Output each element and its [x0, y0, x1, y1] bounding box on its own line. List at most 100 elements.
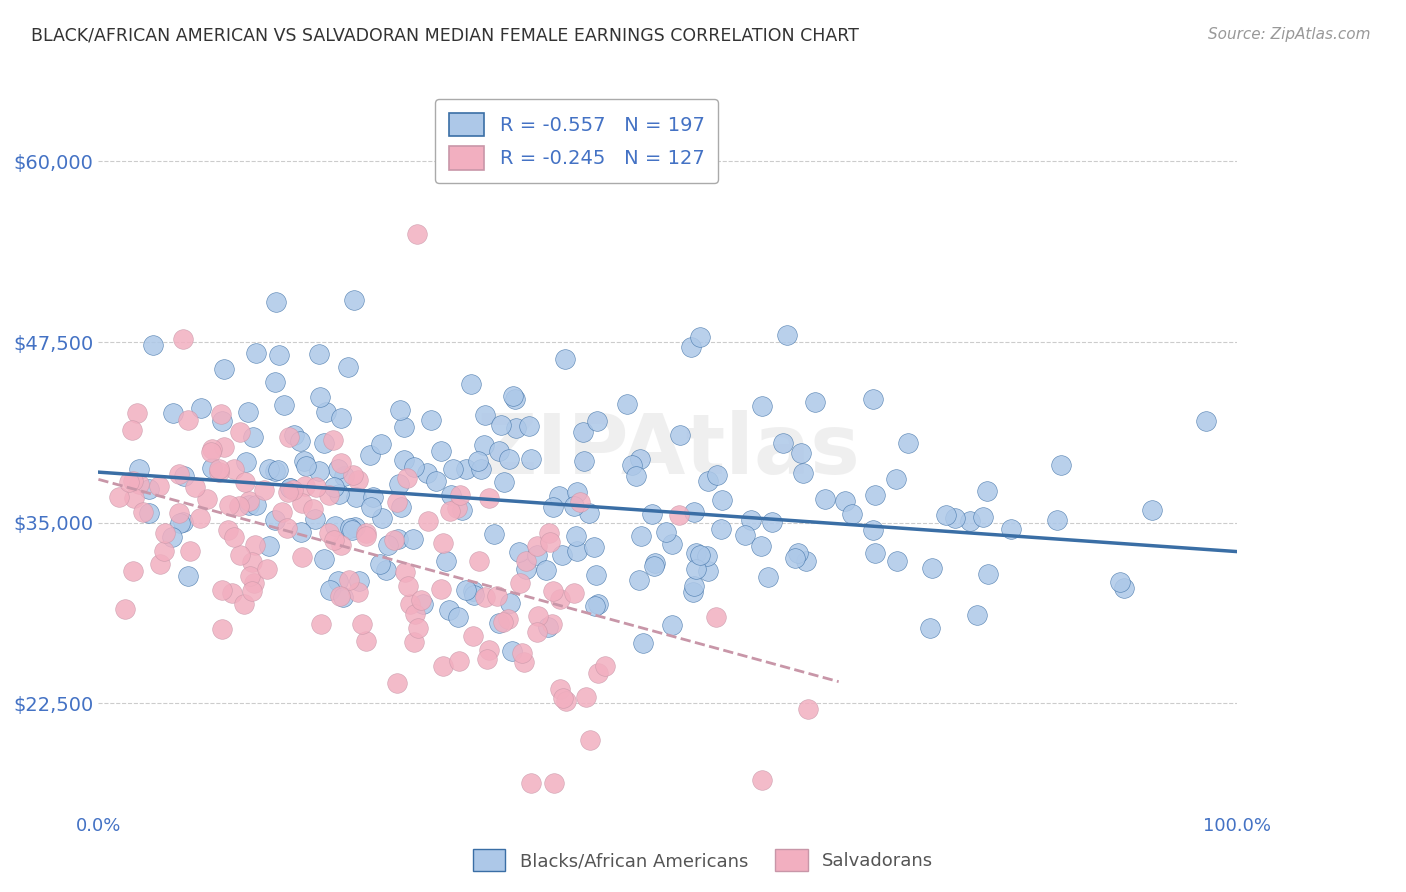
Point	[488, 616, 510, 631]
Point	[776, 328, 799, 343]
Point	[201, 442, 224, 456]
Point	[710, 522, 733, 536]
Point	[190, 511, 212, 525]
Point	[209, 407, 232, 421]
Point	[138, 482, 160, 496]
Point	[863, 545, 886, 559]
Point	[886, 471, 908, 485]
Point	[463, 588, 485, 602]
Point	[264, 513, 287, 527]
Point	[588, 597, 610, 611]
Point	[551, 549, 574, 563]
Point	[398, 598, 420, 612]
Point	[569, 495, 592, 509]
Point	[734, 528, 756, 542]
Point	[308, 347, 330, 361]
Point	[972, 510, 994, 524]
Point	[509, 576, 531, 591]
Point	[114, 601, 136, 615]
Point	[440, 488, 463, 502]
Point	[264, 295, 287, 310]
Point	[432, 659, 454, 673]
Point	[283, 427, 305, 442]
Point	[1050, 458, 1073, 472]
Point	[308, 465, 330, 479]
Point	[162, 406, 184, 420]
Point	[643, 558, 665, 573]
Point	[1046, 513, 1069, 527]
Point	[420, 412, 443, 426]
Point	[207, 462, 229, 476]
Point	[122, 564, 145, 578]
Point	[508, 545, 530, 559]
Point	[834, 493, 856, 508]
Point	[242, 583, 264, 598]
Point	[976, 567, 998, 582]
Point	[567, 485, 589, 500]
Point	[644, 557, 666, 571]
Point	[496, 612, 519, 626]
Point	[385, 495, 408, 509]
Point	[966, 607, 988, 622]
Point	[492, 615, 515, 629]
Point	[172, 515, 194, 529]
Point	[339, 521, 361, 535]
Point	[627, 574, 650, 588]
Point	[920, 621, 942, 635]
Point	[411, 597, 433, 611]
Point	[328, 462, 350, 476]
Point	[578, 506, 600, 520]
Point	[368, 557, 391, 571]
Point	[434, 554, 457, 568]
Text: Source: ZipAtlas.com: Source: ZipAtlas.com	[1208, 27, 1371, 42]
Point	[630, 452, 652, 467]
Point	[128, 477, 150, 491]
Point	[486, 589, 509, 603]
Point	[330, 411, 353, 425]
Point	[792, 466, 814, 480]
Point	[267, 463, 290, 477]
Point	[494, 475, 516, 489]
Point	[387, 675, 409, 690]
Point	[245, 499, 267, 513]
Point	[685, 562, 707, 576]
Point	[344, 490, 367, 504]
Point	[505, 421, 527, 435]
Point	[661, 617, 683, 632]
Point	[318, 525, 340, 540]
Point	[472, 438, 495, 452]
Point	[751, 773, 773, 788]
Point	[271, 505, 294, 519]
Point	[406, 621, 429, 635]
Point	[959, 514, 981, 528]
Point	[654, 524, 676, 539]
Point	[862, 392, 884, 407]
Point	[138, 507, 160, 521]
Point	[167, 467, 190, 481]
Point	[402, 635, 425, 649]
Point	[502, 389, 524, 403]
Point	[222, 462, 245, 476]
Point	[863, 488, 886, 502]
Point	[450, 503, 472, 517]
Point	[177, 412, 200, 426]
Point	[513, 656, 536, 670]
Point	[322, 479, 344, 493]
Point	[304, 512, 326, 526]
Point	[392, 453, 415, 467]
Point	[467, 454, 489, 468]
Point	[697, 474, 720, 488]
Point	[437, 603, 460, 617]
Point	[337, 359, 360, 374]
Point	[432, 535, 454, 549]
Point	[222, 530, 245, 544]
Point	[382, 533, 405, 548]
Point	[498, 451, 520, 466]
Point	[276, 521, 298, 535]
Point	[633, 636, 655, 650]
Point	[148, 479, 170, 493]
Legend: R = -0.557   N = 197, R = -0.245   N = 127: R = -0.557 N = 197, R = -0.245 N = 127	[436, 99, 718, 184]
Point	[283, 483, 305, 497]
Point	[326, 574, 349, 589]
Point	[548, 489, 571, 503]
